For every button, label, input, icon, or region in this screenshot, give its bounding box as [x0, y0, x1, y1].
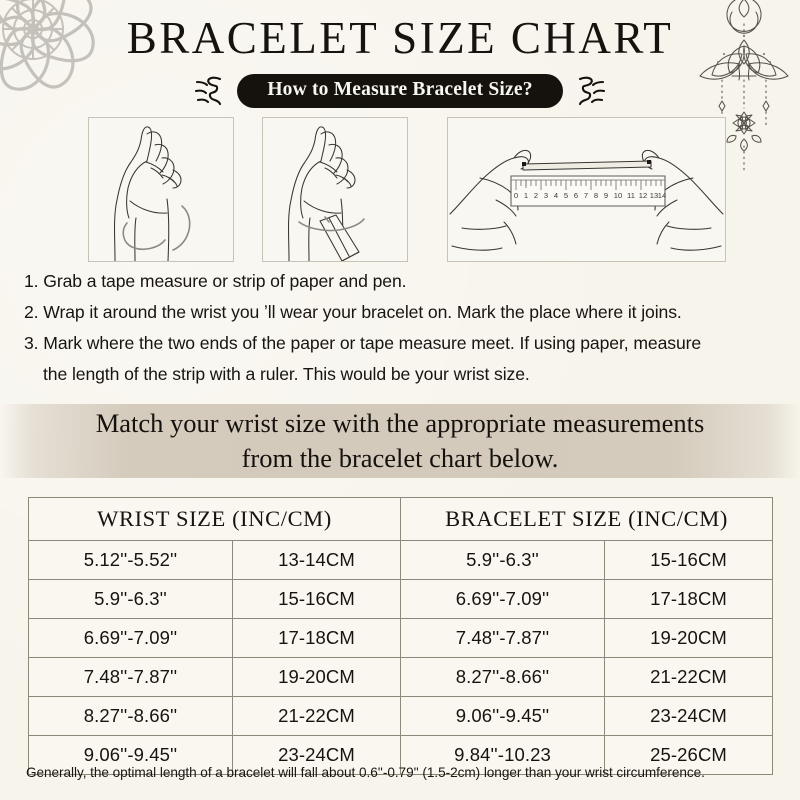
cell-wrist-inch: 5.12''-5.52'' [28, 540, 233, 580]
cell-bracelet-inch: 7.48''-7.87'' [400, 618, 606, 658]
cell-bracelet-cm: 25-26CM [604, 735, 774, 775]
mandala-flower-icon [0, 0, 95, 91]
step-text: Mark where the two ends of the paper or … [43, 333, 702, 353]
cell-bracelet-cm: 21-22CM [604, 657, 774, 697]
table-row: 8.27''-8.66'' 21-22CM 9.06''-9.45'' 23-2… [28, 696, 774, 736]
page-title: BRACELET SIZE CHART [126, 13, 674, 63]
svg-text:13: 13 [650, 191, 658, 200]
list-item: 2. Wrap it around the wrist you ʼll wear… [24, 297, 780, 328]
cell-wrist-inch: 8.27''-8.66'' [28, 696, 233, 736]
banner-text: Match your wrist size with the appropria… [0, 406, 800, 476]
column-header-bracelet-size: BRACELET SIZE (INC/CM) [400, 497, 774, 541]
step-text: Wrap it around the wrist you ʼll wear yo… [43, 302, 682, 322]
lotus-ornament-icon [699, 0, 789, 171]
cell-bracelet-inch: 5.9''-6.3'' [400, 540, 606, 580]
step-text-continued: the length of the strip with a ruler. Th… [43, 364, 530, 384]
step-number: 2. [24, 302, 39, 322]
cell-wrist-inch: 5.9''-6.3'' [28, 579, 233, 619]
svg-text:6: 6 [574, 191, 578, 200]
svg-text:3: 3 [544, 191, 548, 200]
table-header-row: WRIST SIZE (INC/CM) BRACELET SIZE (INC/C… [27, 497, 774, 541]
cell-wrist-cm: 13-14CM [231, 540, 402, 580]
cell-wrist-inch: 7.48''-7.87'' [28, 657, 233, 697]
svg-text:12: 12 [639, 191, 647, 200]
svg-text:11: 11 [627, 191, 635, 200]
cell-bracelet-cm: 17-18CM [604, 579, 774, 619]
cell-bracelet-inch: 9.84''-10.23 [400, 735, 606, 775]
svg-text:4: 4 [554, 191, 558, 200]
svg-text:5: 5 [564, 191, 568, 200]
footer-note: Generally, the optimal length of a brace… [26, 765, 705, 780]
banner-line-1: Match your wrist size with the appropria… [95, 408, 705, 438]
cell-bracelet-cm: 15-16CM [604, 540, 774, 580]
table-row: 5.12''-5.52'' 13-14CM 5.9''-6.3'' 15-16C… [28, 540, 774, 580]
cell-wrist-cm: 19-20CM [231, 657, 402, 697]
squiggle-flourish-icon [195, 76, 222, 106]
cell-bracelet-inch: 8.27''-8.66'' [400, 657, 606, 697]
cell-bracelet-cm: 23-24CM [604, 696, 774, 736]
cell-wrist-cm: 17-18CM [231, 618, 402, 658]
svg-text:1: 1 [524, 191, 528, 200]
table-row: 7.48''-7.87'' 19-20CM 8.27''-8.66'' 21-2… [28, 657, 774, 697]
cell-wrist-cm: 21-22CM [231, 696, 402, 736]
step-number: 3. [24, 333, 39, 353]
list-item: 1. Grab a tape measure or strip of paper… [24, 266, 780, 297]
subtitle-row: How to Measure Bracelet Size? [0, 73, 800, 109]
list-item: 3. Mark where the two ends of the paper … [24, 328, 780, 390]
cell-bracelet-inch: 9.06''-9.45'' [400, 696, 606, 736]
svg-text:7: 7 [584, 191, 588, 200]
cell-wrist-inch: 6.69''-7.09'' [28, 618, 233, 658]
hand-with-tape-measure-illustration [88, 117, 234, 262]
svg-text:8: 8 [594, 191, 598, 200]
column-header-wrist-size: WRIST SIZE (INC/CM) [27, 497, 402, 541]
svg-text:10: 10 [614, 191, 622, 200]
svg-text:0: 0 [514, 191, 518, 200]
cell-wrist-cm: 15-16CM [231, 579, 402, 619]
table-row: 5.9''-6.3'' 15-16CM 6.69''-7.09'' 17-18C… [28, 579, 774, 619]
squiggle-flourish-icon [578, 76, 605, 106]
banner-band [0, 404, 800, 478]
svg-text:2: 2 [534, 191, 538, 200]
banner-line-2: from the bracelet chart below. [241, 443, 559, 473]
svg-text:9: 9 [604, 191, 608, 200]
bracelet-size-table: WRIST SIZE (INC/CM) BRACELET SIZE (INC/C… [27, 497, 774, 775]
cell-bracelet-inch: 6.69''-7.09'' [400, 579, 606, 619]
hand-marking-tape-with-pen-illustration [262, 117, 408, 262]
svg-text:14: 14 [658, 191, 666, 200]
step-text: Grab a tape measure or strip of paper an… [43, 271, 407, 291]
table-row: 9.06''-9.45'' 23-24CM 9.84''-10.23 25-26… [28, 735, 774, 775]
table-row: 6.69''-7.09'' 17-18CM 7.48''-7.87'' 19-2… [28, 618, 774, 658]
cell-wrist-inch: 9.06''-9.45'' [28, 735, 233, 775]
measure-subtitle-badge: How to Measure Bracelet Size? [237, 74, 563, 108]
instruction-steps: 1. Grab a tape measure or strip of paper… [24, 266, 780, 390]
cell-bracelet-cm: 19-20CM [604, 618, 774, 658]
step-number: 1. [24, 271, 39, 291]
cell-wrist-cm: 23-24CM [231, 735, 402, 775]
